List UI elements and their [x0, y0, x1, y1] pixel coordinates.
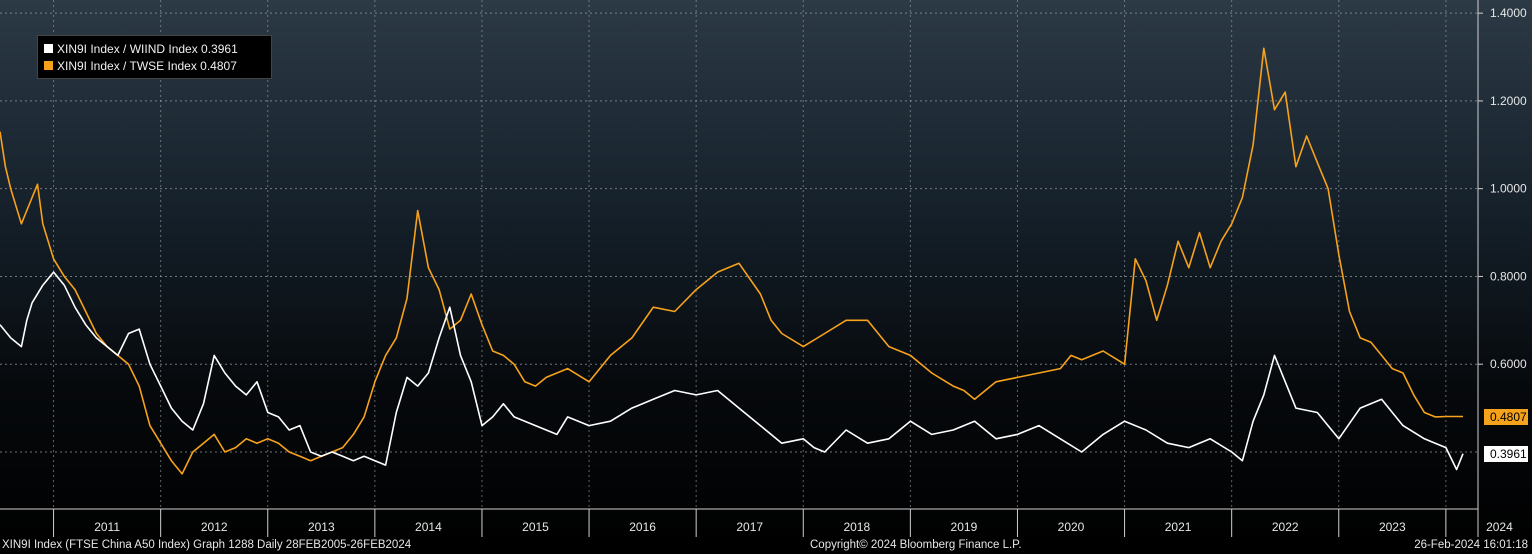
- x-tick-label: 2015: [522, 520, 549, 534]
- x-tick-label: 2019: [951, 520, 978, 534]
- footer-timestamp: 26-Feb-2024 16:01:18: [1414, 539, 1528, 551]
- legend-item-orange: XIN9I Index / TWSE Index 0.4807: [44, 57, 265, 74]
- last-value-tag-orange: 0.4807: [1484, 408, 1528, 425]
- x-tick-label: 2014: [415, 520, 442, 534]
- x-tick-label: 2013: [308, 520, 335, 534]
- x-axis-ticks: 2011 2012 2013 2014 2015 2016 2017 2018 2019 2020…: [94, 520, 1513, 534]
- y-tick-label: 1.4000: [1490, 6, 1527, 20]
- x-tick-label: 2021: [1165, 520, 1192, 534]
- y-tick-label: 0.6000: [1490, 357, 1527, 371]
- x-tick-label: 2017: [736, 520, 763, 534]
- y-tick-label: 0.8000: [1490, 269, 1527, 283]
- x-tick-label: 2024: [1486, 520, 1513, 534]
- series-line-white: [0, 271, 1464, 471]
- series-line-orange: [0, 47, 1463, 475]
- x-tick-label: 2023: [1379, 520, 1406, 534]
- y-axis-ticks: 1.4000 1.2000 1.0000 0.8000 0.6000: [1490, 6, 1527, 371]
- legend: XIN9I Index / WIIND Index 0.3961 XIN9I I…: [37, 35, 272, 79]
- x-tick-label: 2016: [629, 520, 656, 534]
- y-tick-label: 1.0000: [1490, 182, 1527, 196]
- series-layer: [0, 47, 1464, 475]
- last-value-tag-white: 0.3961: [1484, 445, 1528, 462]
- x-tick-label: 2012: [201, 520, 228, 534]
- x-tick-label: 2020: [1058, 520, 1085, 534]
- legend-swatch-orange: [44, 61, 53, 70]
- x-tick-label: 2022: [1272, 520, 1299, 534]
- legend-swatch-white: [44, 44, 53, 53]
- footer-description: XIN9I Index (FTSE China A50 Index) Graph…: [2, 539, 412, 551]
- y-tick-label: 1.2000: [1490, 94, 1527, 108]
- legend-label-white: XIN9I Index / WIIND Index 0.3961: [57, 41, 238, 56]
- footer-bar: XIN9I Index (FTSE China A50 Index) Graph…: [0, 537, 1532, 554]
- x-tick-label: 2011: [94, 520, 120, 534]
- legend-item-white: XIN9I Index / WIIND Index 0.3961: [44, 40, 265, 57]
- footer-copyright: Copyright© 2024 Bloomberg Finance L.P.: [810, 539, 1022, 551]
- axes: [0, 0, 1483, 537]
- legend-label-orange: XIN9I Index / TWSE Index 0.4807: [57, 58, 237, 73]
- x-tick-label: 2018: [843, 520, 870, 534]
